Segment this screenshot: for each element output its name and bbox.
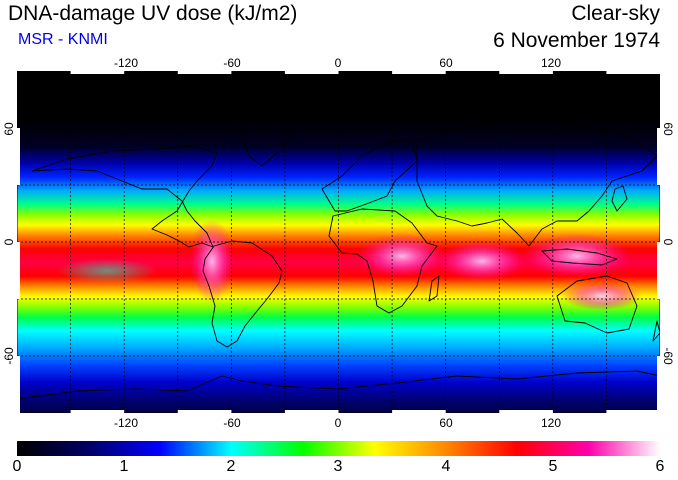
lat-label-right-0: 0 xyxy=(661,238,675,246)
sky-condition: Clear-sky xyxy=(571,2,660,25)
lon-label-top-0: 0 xyxy=(334,56,342,70)
lon-label-bottom-e120: 120 xyxy=(540,416,562,430)
lat-label-left-0: 0 xyxy=(2,238,16,246)
colorbar-label-5: 5 xyxy=(548,458,558,475)
uv-peak-indonesia xyxy=(522,234,632,278)
uv-peak-australia xyxy=(562,282,642,310)
uv-peak-indian-ocean xyxy=(437,241,527,281)
colorbar-label-1: 1 xyxy=(119,458,129,475)
coastlines xyxy=(17,105,660,400)
coastline-japan xyxy=(611,185,628,212)
lon-label-bottom-w60: -60 xyxy=(223,416,241,430)
colorbar-label-4: 4 xyxy=(441,458,451,475)
uv-peak-south-america xyxy=(190,219,234,303)
uv-dose-map xyxy=(17,71,660,413)
coastline-south-america xyxy=(202,240,283,348)
coastline-asia xyxy=(416,120,658,247)
colorbar-label-2: 2 xyxy=(226,458,236,475)
lon-label-bottom-0: 0 xyxy=(334,416,342,430)
lat-label-left-n60: 60 xyxy=(2,122,16,136)
coastline-antarctica xyxy=(17,370,660,400)
coastline-greenland xyxy=(226,105,296,167)
coastline-australia xyxy=(556,275,638,334)
lat-label-right-s60: -60 xyxy=(661,347,675,365)
uv-cool-patch-pacific xyxy=(57,259,157,283)
coastline-africa xyxy=(328,208,438,314)
uv-peak-africa xyxy=(357,234,447,278)
color-scale-gradient xyxy=(17,441,660,456)
coastline-indonesia xyxy=(541,248,618,266)
lon-label-top-e120: 120 xyxy=(540,56,562,70)
colorbar-label-3: 3 xyxy=(333,458,343,475)
coastline-new-zealand xyxy=(652,320,660,342)
graticule xyxy=(17,71,660,413)
lon-label-top-w120: -120 xyxy=(113,56,139,70)
colorbar-label-6: 6 xyxy=(655,458,665,475)
lon-label-bottom-e60: 60 xyxy=(439,416,453,430)
color-scale-bar xyxy=(17,441,660,456)
map-title: DNA-damage UV dose (kJ/m2) xyxy=(8,2,298,25)
lon-label-bottom-w120: -120 xyxy=(113,416,139,430)
colorbar-label-0: 0 xyxy=(12,458,22,475)
lon-label-top-e60: 60 xyxy=(439,56,453,70)
coastline-europe xyxy=(321,140,418,212)
coastline-north-america xyxy=(31,145,218,248)
lat-label-left-s60: -60 xyxy=(2,347,16,365)
map-date: 6 November 1974 xyxy=(493,29,660,52)
lon-label-top-w60: -60 xyxy=(223,56,241,70)
lat-label-right-n60: 60 xyxy=(661,122,675,136)
coastline-madagascar xyxy=(428,275,440,302)
map-frame xyxy=(17,71,660,413)
map-subtitle: MSR - KNMI xyxy=(18,31,108,48)
